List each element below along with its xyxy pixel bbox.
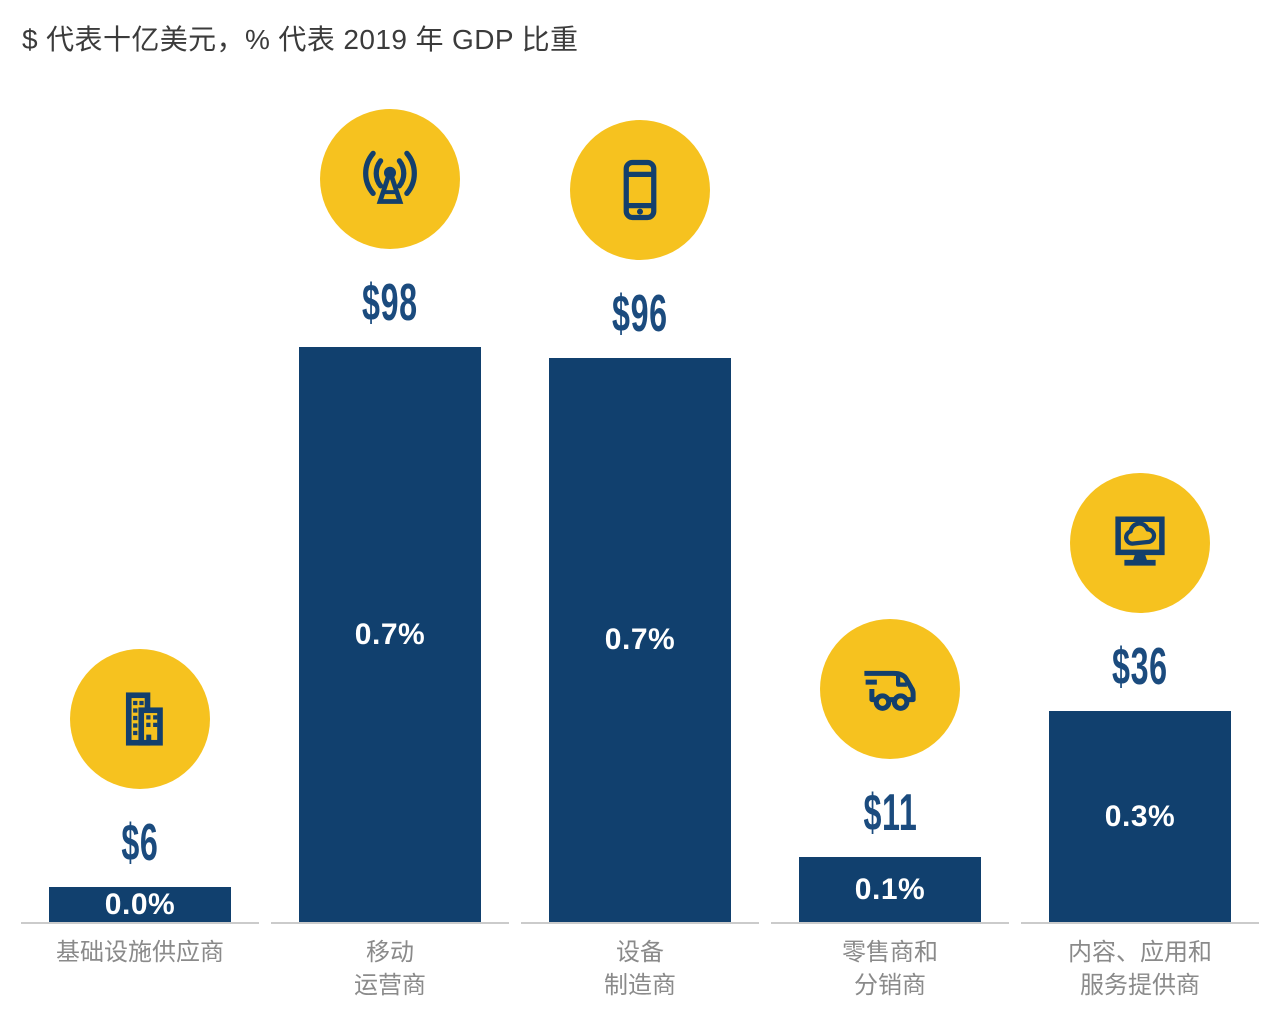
bar-percent-label: 0.3% [1104,799,1176,833]
category-label-line: 运营商 [354,972,426,999]
category-icon-circle [320,109,460,249]
category-label: 零售商和 分销商 [842,936,938,1002]
column-stack: $96 0.7% [549,90,731,922]
category-label: 基础设施供应商 [56,936,224,969]
column-stack: $98 0.7% [299,90,481,922]
bar-percent-label: 0.7% [604,623,676,656]
bar-value-label: $6 [121,814,159,872]
category-label-line: 内容、应用和 [1068,939,1212,966]
category-label-line: 设备 [616,939,664,966]
bar-value-label: $36 [1112,638,1168,696]
category-label-line: 分销商 [854,972,926,999]
chart-column: $36 0.3% 内容、应用和 服务提供商 [1015,90,1265,1002]
bar: 0.0% [49,887,231,922]
radio-tower-icon [363,150,417,204]
category-icon-circle [570,120,710,260]
chart-title: $ 代表十亿美元，% 代表 2019 年 GDP 比重 [22,24,579,55]
bar-percent-label: 0.0% [104,887,176,921]
buildings-icon [125,692,163,746]
axis-baseline [521,922,759,924]
axis-baseline [271,922,509,924]
bar-value-label: $11 [863,784,917,842]
category-label-line: 服务提供商 [1080,972,1200,999]
cloud-monitor-icon [1115,516,1165,566]
bar: 0.3% [1049,711,1231,922]
column-stack: $36 0.3% [1049,90,1231,922]
bar: 0.7% [549,358,731,922]
category-icon-circle [820,619,960,759]
category-label-line: 制造商 [604,972,676,999]
bar-value-label: $98 [362,274,418,332]
bar-value-label: $96 [612,285,668,343]
bar: 0.7% [299,347,481,922]
category-label-line: 移动 [366,939,414,966]
axis-baseline [1021,922,1259,924]
column-stack: $6 0.0% [49,90,231,922]
category-icon-circle [1070,473,1210,613]
category-label-line: 基础设施供应商 [56,939,224,966]
column-stack: $11 0.1% [799,90,981,922]
category-label: 移动 运营商 [354,936,426,1002]
bar-percent-label: 0.1% [854,872,926,906]
category-label: 内容、应用和 服务提供商 [1068,936,1212,1002]
axis-baseline [771,922,1009,924]
bar-chart: $6 0.0% 基础设施供应商 $98 0.7% 移动运营商 [15,90,1265,1002]
category-icon-circle [70,649,210,789]
delivery-truck-icon [864,670,916,711]
category-label-line: 零售商和 [842,939,938,966]
chart-column: $98 0.7% 移动运营商 [265,90,515,1002]
bar-percent-label: 0.7% [354,617,426,651]
chart-column: $11 0.1% 零售商和分销商 [765,90,1015,1002]
smartphone-icon [623,159,657,221]
chart-column: $96 0.7% 设备制造商 [515,90,765,1002]
bar: 0.1% [799,857,981,922]
category-label: 设备 制造商 [604,936,676,1002]
axis-baseline [21,922,259,924]
chart-column: $6 0.0% 基础设施供应商 [15,90,265,1002]
